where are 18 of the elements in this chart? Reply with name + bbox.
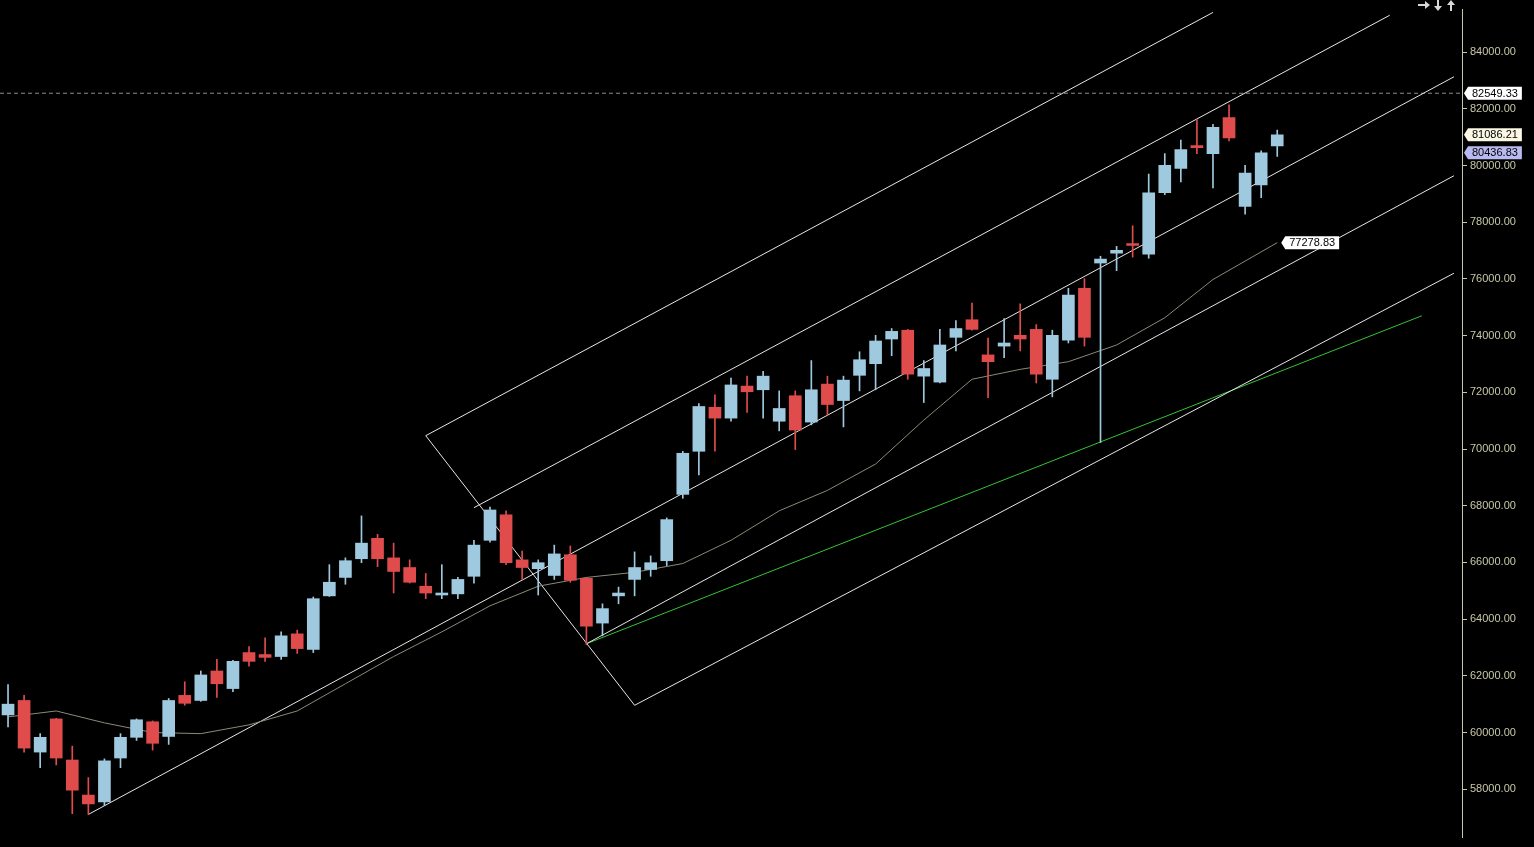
text: 80436.83 xyxy=(1472,146,1518,159)
y-tick-label: 64000.00 xyxy=(1470,612,1516,625)
y-tick-label: 78000.00 xyxy=(1470,215,1516,228)
ref-line-label: 82549.33 xyxy=(1472,86,1518,99)
y-tick-label: 62000.00 xyxy=(1470,668,1516,681)
y-tick-label: 80000.00 xyxy=(1470,158,1516,171)
y-tick-label: 74000.00 xyxy=(1470,328,1516,341)
y-tick-label: 66000.00 xyxy=(1470,555,1516,568)
y-tick-label: 84000.00 xyxy=(1470,45,1516,58)
y-tick-label: 70000.00 xyxy=(1470,442,1516,455)
text: 81086.21 xyxy=(1472,128,1518,141)
y-tick-label: 68000.00 xyxy=(1470,498,1516,511)
y-tick-label: 58000.00 xyxy=(1470,782,1516,795)
y-tick-label: 60000.00 xyxy=(1470,725,1516,738)
y-tick-label: 76000.00 xyxy=(1470,271,1516,284)
y-tick-label: 82000.00 xyxy=(1470,101,1516,114)
data-label: 77278.83 xyxy=(1289,236,1336,249)
y-tick-label: 72000.00 xyxy=(1470,385,1516,398)
